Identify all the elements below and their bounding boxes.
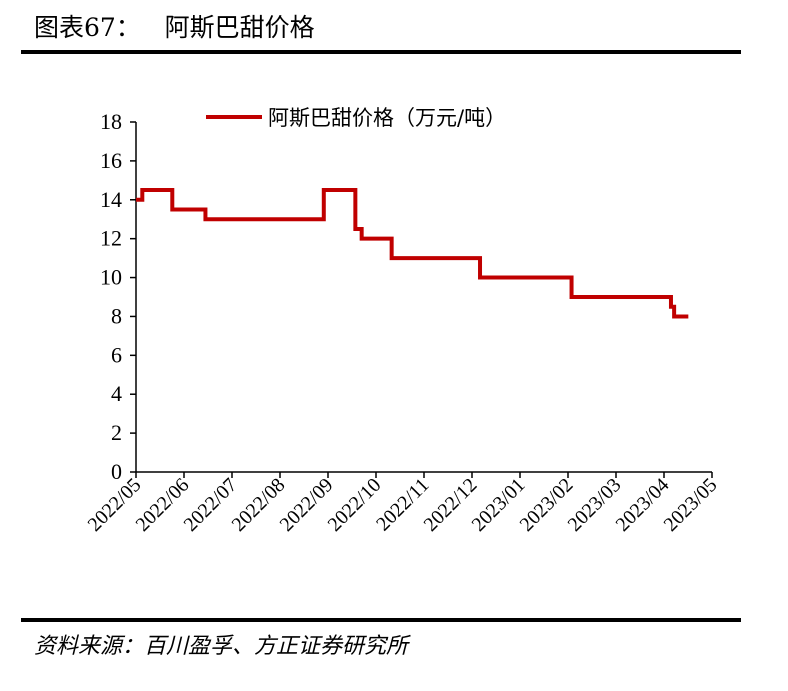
y-tick-label: 10 xyxy=(100,265,122,290)
x-tick-label: 2023/02 xyxy=(516,474,578,536)
x-tick-label: 2022/07 xyxy=(180,474,242,536)
x-axis-ticks: 2022/052022/062022/072022/082022/092022/… xyxy=(84,472,722,536)
x-tick-label: 2022/10 xyxy=(324,474,386,536)
x-tick-label: 2022/08 xyxy=(228,474,290,536)
y-tick-label: 8 xyxy=(111,303,122,328)
x-tick-label: 2023/04 xyxy=(612,474,674,536)
x-tick-label: 2022/06 xyxy=(132,474,194,536)
y-axis-ticks: 0 2 4 6 8 10 12 14 16 18 xyxy=(100,109,136,484)
y-tick-label: 14 xyxy=(100,187,122,212)
y-tick-label: 4 xyxy=(111,381,122,406)
y-tick-label: 12 xyxy=(100,226,122,251)
x-tick-label: 2022/09 xyxy=(276,474,338,536)
y-tick-label: 6 xyxy=(111,342,122,367)
legend: 阿斯巴甜价格（万元/吨） xyxy=(206,106,506,130)
series-line xyxy=(136,188,689,319)
x-tick-label: 2023/01 xyxy=(468,474,530,536)
legend-label: 阿斯巴甜价格（万元/吨） xyxy=(268,106,506,130)
y-tick-label: 18 xyxy=(100,109,122,134)
x-tick-label: 2023/05 xyxy=(660,474,722,536)
y-tick-label: 2 xyxy=(111,420,122,445)
plot-area xyxy=(136,188,689,319)
y-tick-label: 16 xyxy=(100,148,122,173)
x-tick-label: 2023/03 xyxy=(564,474,626,536)
x-tick-label: 2022/12 xyxy=(420,474,482,536)
price-chart: 0 2 4 6 8 10 12 14 16 18 2022/052022/062022/07202… xyxy=(84,106,722,536)
source-note: 资料来源：百川盈孚、方正证券研究所 xyxy=(34,634,409,659)
figure-title: 图表67： 阿斯巴甜价格 xyxy=(34,13,315,42)
bottom-rule xyxy=(21,618,741,622)
top-rule xyxy=(21,50,741,54)
y-tick-label: 0 xyxy=(111,459,122,484)
